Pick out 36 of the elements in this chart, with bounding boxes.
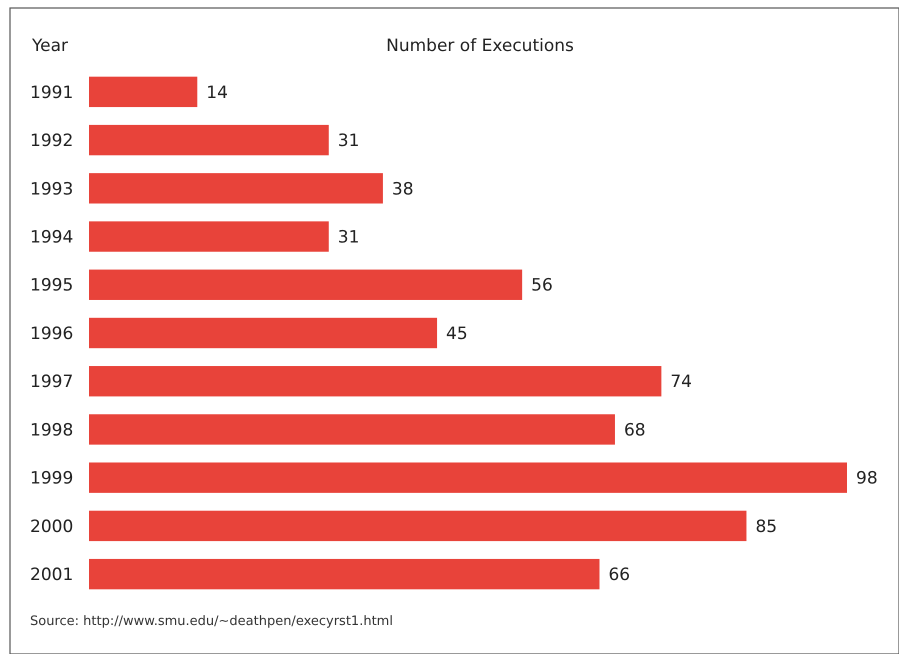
data-label: 31 bbox=[338, 228, 360, 248]
bar bbox=[89, 558, 600, 590]
data-label: 31 bbox=[338, 131, 360, 152]
bar bbox=[89, 318, 438, 348]
y-tick-label: 1993 bbox=[30, 179, 74, 200]
data-label: 85 bbox=[755, 516, 778, 537]
bar bbox=[89, 173, 383, 204]
bar bbox=[89, 76, 198, 108]
data-label: 38 bbox=[392, 179, 414, 200]
bar bbox=[89, 414, 615, 445]
y-axis-title: Year bbox=[31, 36, 68, 56]
bar bbox=[89, 366, 662, 396]
y-tick-label: 1994 bbox=[30, 228, 74, 248]
bar bbox=[89, 462, 847, 493]
source-note: Source: http://www.smu.edu/~deathpen/execyrst1.html bbox=[30, 614, 393, 629]
y-tick-label: 2000 bbox=[30, 516, 74, 537]
bar bbox=[89, 124, 329, 156]
data-label: 56 bbox=[531, 276, 553, 296]
bar bbox=[89, 510, 746, 542]
bar bbox=[89, 221, 329, 252]
y-tick-label: 2001 bbox=[30, 565, 74, 586]
chart-title: Number of Executions bbox=[386, 36, 574, 56]
y-tick-label: 1998 bbox=[30, 420, 74, 440]
data-label: 98 bbox=[856, 468, 878, 489]
y-tick-label: 1999 bbox=[30, 468, 74, 489]
data-label: 68 bbox=[624, 420, 646, 440]
y-tick-label: 1991 bbox=[30, 82, 74, 103]
y-tick-label: 1997 bbox=[30, 372, 74, 392]
bar bbox=[89, 270, 522, 300]
y-tick-label: 1995 bbox=[30, 276, 74, 296]
data-label: 14 bbox=[206, 82, 228, 103]
y-tick-label: 1996 bbox=[30, 324, 74, 344]
data-label: 74 bbox=[670, 372, 692, 392]
data-label: 45 bbox=[446, 324, 468, 344]
data-label: 66 bbox=[608, 565, 630, 586]
y-tick-label: 1992 bbox=[30, 131, 74, 152]
